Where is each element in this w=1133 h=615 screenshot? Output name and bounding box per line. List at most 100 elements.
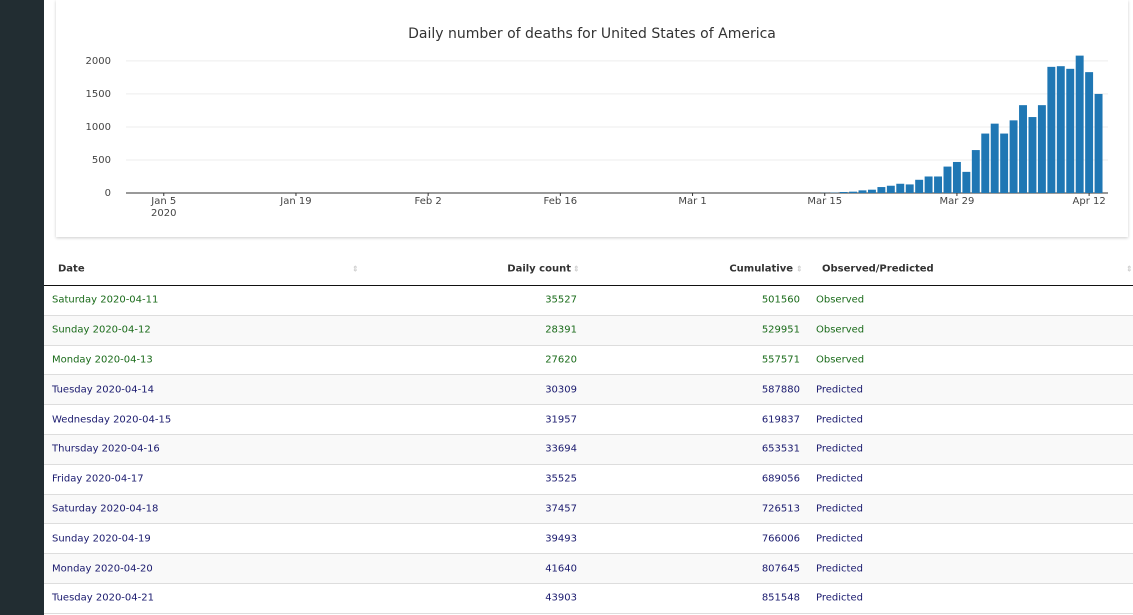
table-cell: 33694 bbox=[545, 443, 577, 455]
table-cell: 41640 bbox=[545, 563, 577, 575]
sort-icon[interactable]: ⇕ bbox=[352, 264, 359, 274]
table-cell: 35527 bbox=[545, 294, 577, 306]
table-row: Wednesday 2020-04-15 31957 619837 Predicted bbox=[44, 405, 1133, 435]
chart: Daily number of deaths for United States… bbox=[86, 26, 1108, 219]
table-cell: 726513 bbox=[761, 503, 800, 515]
bar bbox=[849, 191, 858, 193]
table-cell: Wednesday 2020-04-15 bbox=[52, 414, 172, 426]
table-cell: Predicted bbox=[816, 443, 863, 455]
chart-card: Daily number of deaths for United States… bbox=[56, 0, 1128, 237]
sort-icon[interactable]: ⇕ bbox=[573, 264, 580, 274]
bar bbox=[1019, 105, 1027, 193]
table-row: Monday 2020-04-13 27620 557571 Observed bbox=[44, 346, 1133, 376]
table-cell: 43903 bbox=[545, 592, 577, 604]
table-cell: 31957 bbox=[545, 414, 577, 426]
bar bbox=[924, 176, 933, 193]
table-cell: 653531 bbox=[761, 443, 800, 455]
table-row: Tuesday 2020-04-14 30309 587880 Predicted bbox=[44, 375, 1133, 406]
table-cell: Tuesday 2020-04-14 bbox=[52, 384, 154, 396]
table-cell: Predicted bbox=[816, 414, 863, 426]
bar bbox=[962, 171, 971, 193]
table-row: Sunday 2020-04-12 28391 529951 Observed bbox=[44, 315, 1133, 346]
sort-icon[interactable]: ⇕ bbox=[796, 264, 803, 274]
y-tick-label: 0 bbox=[105, 188, 111, 199]
bar bbox=[1085, 72, 1094, 193]
table-cell: 557571 bbox=[761, 354, 800, 366]
table-header: Date ⇕ Daily count ⇕ Cumulative ⇕ Observ… bbox=[44, 253, 1133, 286]
table: Date ⇕ Daily count ⇕ Cumulative ⇕ Observ… bbox=[44, 253, 1133, 614]
table-cell: Monday 2020-04-13 bbox=[52, 354, 153, 366]
table-cell: Predicted bbox=[816, 533, 863, 545]
table-cell: 39493 bbox=[545, 533, 577, 545]
table-cell: Saturday 2020-04-18 bbox=[52, 503, 159, 515]
bar bbox=[886, 185, 895, 193]
x-tick-label: Mar 1 bbox=[678, 196, 706, 207]
bar bbox=[839, 192, 848, 193]
bar bbox=[1094, 93, 1103, 193]
table-cell: 587880 bbox=[761, 384, 800, 396]
x-tick-label: Mar 15 bbox=[807, 196, 842, 207]
table-cell: 766006 bbox=[761, 533, 800, 545]
table-row: Thursday 2020-04-16 33694 653531 Predicted bbox=[44, 434, 1133, 465]
x-tick-label: Jan 5 2020 bbox=[150, 196, 176, 219]
bar bbox=[915, 179, 924, 193]
bar bbox=[943, 166, 952, 193]
y-tick-label: 1500 bbox=[86, 89, 111, 100]
x-tick-label: Feb 2 bbox=[415, 196, 442, 207]
column-header[interactable]: Date bbox=[58, 263, 85, 275]
bar bbox=[934, 176, 943, 193]
bar bbox=[1075, 55, 1084, 193]
table-cell: Predicted bbox=[816, 503, 863, 515]
table-row: Saturday 2020-04-11 35527 501560 Observed bbox=[44, 286, 1133, 316]
table-cell: 501560 bbox=[761, 294, 800, 306]
bar bbox=[952, 161, 961, 193]
table-cell: Tuesday 2020-04-21 bbox=[52, 592, 154, 604]
table-row: Saturday 2020-04-18 37457 726513 Predicted bbox=[44, 494, 1133, 525]
bar bbox=[981, 133, 990, 193]
table-cell: Predicted bbox=[816, 473, 863, 485]
table-cell: Observed bbox=[816, 354, 865, 366]
bar bbox=[896, 183, 905, 193]
y-tick-label: 500 bbox=[92, 155, 111, 166]
sort-icon[interactable]: ⇕ bbox=[1126, 264, 1133, 274]
bar bbox=[1056, 66, 1065, 193]
sidebar bbox=[0, 0, 44, 615]
y-tick-label: 2000 bbox=[86, 56, 111, 67]
x-tick-label: Mar 29 bbox=[940, 196, 975, 207]
table-cell: Predicted bbox=[816, 384, 863, 396]
table-cell: Sunday 2020-04-19 bbox=[52, 533, 151, 545]
table-cell: 37457 bbox=[545, 503, 577, 515]
table-cell: 529951 bbox=[761, 324, 800, 336]
table-cell: Monday 2020-04-20 bbox=[52, 563, 153, 575]
table-row: Tuesday 2020-04-21 43903 851548 Predicted bbox=[44, 584, 1133, 614]
table-cell: Saturday 2020-04-11 bbox=[52, 294, 159, 306]
table-cell: 30309 bbox=[545, 384, 577, 396]
column-header[interactable]: Cumulative bbox=[729, 263, 793, 275]
column-header[interactable]: Daily count bbox=[507, 263, 571, 275]
column-header[interactable]: Observed/Predicted bbox=[822, 263, 934, 275]
y-tick-label: 1000 bbox=[86, 122, 111, 133]
bar bbox=[990, 123, 999, 193]
bar bbox=[1028, 117, 1037, 193]
table-row: Monday 2020-04-20 41640 807645 Predicted bbox=[44, 554, 1133, 584]
x-tick-label: Apr 12 bbox=[1073, 196, 1106, 207]
table-cell: 807645 bbox=[761, 563, 800, 575]
bar bbox=[867, 189, 876, 193]
table-cell: Predicted bbox=[816, 563, 863, 575]
bar bbox=[1000, 133, 1009, 193]
bar bbox=[905, 184, 914, 193]
table-cell: Friday 2020-04-17 bbox=[52, 473, 144, 485]
bar bbox=[858, 190, 867, 193]
table-row: Friday 2020-04-17 35525 689056 Predicted bbox=[44, 465, 1133, 495]
table-cell: 28391 bbox=[545, 324, 577, 336]
bar bbox=[1037, 105, 1046, 193]
table-cell: Observed bbox=[816, 294, 865, 306]
table-cell: 27620 bbox=[545, 354, 577, 366]
table-cell: Sunday 2020-04-12 bbox=[52, 324, 151, 336]
bar bbox=[1047, 66, 1056, 193]
bar bbox=[1066, 68, 1075, 193]
bar bbox=[1009, 120, 1018, 193]
table-cell: 35525 bbox=[545, 473, 577, 485]
table-cell: Predicted bbox=[816, 592, 863, 604]
bar bbox=[971, 150, 980, 193]
